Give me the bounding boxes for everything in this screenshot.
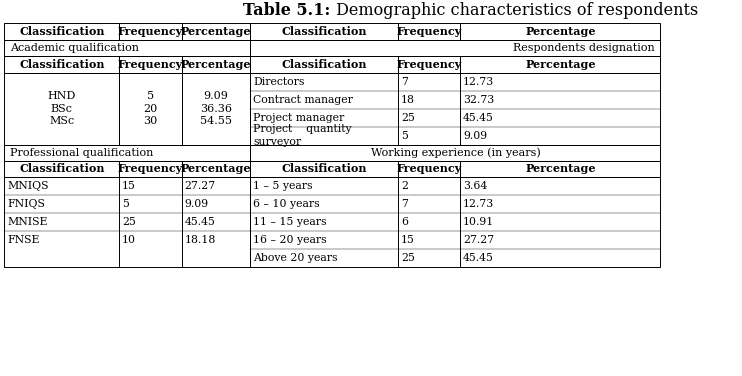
Bar bbox=[251, 73, 660, 144]
Text: FNSE: FNSE bbox=[7, 235, 39, 245]
Text: 6: 6 bbox=[401, 217, 408, 227]
Text: Demographic characteristics of respondents: Demographic characteristics of responden… bbox=[331, 2, 698, 19]
Text: Frequency: Frequency bbox=[118, 26, 183, 37]
Bar bbox=[119, 56, 182, 73]
Bar bbox=[398, 161, 460, 177]
Text: 27.27: 27.27 bbox=[463, 235, 494, 245]
Text: 12.73: 12.73 bbox=[463, 77, 494, 87]
Bar bbox=[251, 144, 660, 161]
Text: 6 – 10 years: 6 – 10 years bbox=[253, 199, 320, 209]
Text: Contract manager: Contract manager bbox=[253, 95, 353, 105]
Text: 45.45: 45.45 bbox=[463, 253, 494, 263]
Text: 10: 10 bbox=[122, 235, 136, 245]
Bar bbox=[4, 56, 119, 73]
Text: 15: 15 bbox=[122, 182, 136, 191]
Bar bbox=[4, 40, 251, 56]
Text: Project    quantity
surveyor: Project quantity surveyor bbox=[253, 124, 352, 147]
Text: Classification: Classification bbox=[281, 164, 367, 174]
Text: 5: 5 bbox=[401, 130, 407, 141]
Text: Percentage: Percentage bbox=[181, 59, 252, 70]
Text: Percentage: Percentage bbox=[525, 59, 596, 70]
Bar bbox=[398, 23, 460, 40]
Text: 9.09: 9.09 bbox=[184, 199, 209, 209]
Bar bbox=[460, 161, 660, 177]
Text: Project manager: Project manager bbox=[253, 112, 344, 123]
Text: FNIQS: FNIQS bbox=[7, 199, 45, 209]
Text: 10.91: 10.91 bbox=[463, 217, 494, 227]
Text: 45.45: 45.45 bbox=[184, 217, 215, 227]
Bar bbox=[251, 23, 398, 40]
Text: Working experience (in years): Working experience (in years) bbox=[370, 147, 540, 158]
Bar bbox=[398, 56, 460, 73]
Text: 9.09
36.36
54.55: 9.09 36.36 54.55 bbox=[200, 91, 232, 126]
Text: 7: 7 bbox=[401, 199, 407, 209]
Text: Percentage: Percentage bbox=[525, 164, 596, 174]
Text: 18: 18 bbox=[401, 95, 415, 105]
Bar bbox=[182, 56, 251, 73]
Text: Percentage: Percentage bbox=[181, 26, 252, 37]
Text: Frequency: Frequency bbox=[397, 26, 462, 37]
Text: Frequency: Frequency bbox=[118, 59, 183, 70]
Text: Academic qualification: Academic qualification bbox=[10, 43, 139, 53]
Text: 9.09: 9.09 bbox=[463, 130, 487, 141]
Text: Respondents designation: Respondents designation bbox=[513, 43, 655, 53]
Text: Classification: Classification bbox=[19, 164, 105, 174]
Bar bbox=[4, 73, 119, 144]
Bar bbox=[182, 23, 251, 40]
Bar bbox=[4, 177, 251, 267]
Bar bbox=[251, 177, 660, 267]
Bar bbox=[4, 161, 119, 177]
Text: Percentage: Percentage bbox=[181, 164, 252, 174]
Text: Classification: Classification bbox=[19, 59, 105, 70]
Text: 3.64: 3.64 bbox=[463, 182, 487, 191]
Text: Above 20 years: Above 20 years bbox=[253, 253, 338, 263]
Text: 5: 5 bbox=[122, 199, 129, 209]
Bar bbox=[182, 161, 251, 177]
Bar bbox=[4, 23, 119, 40]
Text: 5
20
30: 5 20 30 bbox=[143, 91, 157, 126]
Text: Classification: Classification bbox=[281, 59, 367, 70]
Text: 25: 25 bbox=[122, 217, 136, 227]
Text: Table 5.1:: Table 5.1: bbox=[243, 2, 330, 19]
Bar bbox=[119, 73, 182, 144]
Text: 2: 2 bbox=[401, 182, 408, 191]
Text: Frequency: Frequency bbox=[397, 59, 462, 70]
Text: 32.73: 32.73 bbox=[463, 95, 494, 105]
Text: Classification: Classification bbox=[281, 26, 367, 37]
Text: MNISE: MNISE bbox=[7, 217, 47, 227]
Text: Frequency: Frequency bbox=[118, 164, 183, 174]
Bar bbox=[460, 23, 660, 40]
Text: Classification: Classification bbox=[19, 26, 105, 37]
Text: 18.18: 18.18 bbox=[184, 235, 216, 245]
Text: HND
BSc
MSc: HND BSc MSc bbox=[47, 91, 76, 126]
Text: 1 – 5 years: 1 – 5 years bbox=[253, 182, 312, 191]
Text: Frequency: Frequency bbox=[397, 164, 462, 174]
Bar bbox=[460, 56, 660, 73]
Bar bbox=[182, 73, 251, 144]
Bar bbox=[119, 161, 182, 177]
Text: 16 – 20 years: 16 – 20 years bbox=[253, 235, 326, 245]
Text: 15: 15 bbox=[401, 235, 415, 245]
Text: 7: 7 bbox=[401, 77, 407, 87]
Bar bbox=[119, 23, 182, 40]
Text: Percentage: Percentage bbox=[525, 26, 596, 37]
Text: 25: 25 bbox=[401, 253, 415, 263]
Text: 27.27: 27.27 bbox=[184, 182, 215, 191]
Text: 11 – 15 years: 11 – 15 years bbox=[253, 217, 326, 227]
Bar bbox=[251, 161, 398, 177]
Bar bbox=[251, 56, 398, 73]
Bar bbox=[251, 40, 660, 56]
Text: 12.73: 12.73 bbox=[463, 199, 494, 209]
Text: MNIQS: MNIQS bbox=[7, 182, 49, 191]
Text: 45.45: 45.45 bbox=[463, 112, 494, 123]
Text: 25: 25 bbox=[401, 112, 415, 123]
Bar bbox=[4, 144, 251, 161]
Text: Directors: Directors bbox=[253, 77, 304, 87]
Text: Professional qualification: Professional qualification bbox=[10, 147, 153, 158]
